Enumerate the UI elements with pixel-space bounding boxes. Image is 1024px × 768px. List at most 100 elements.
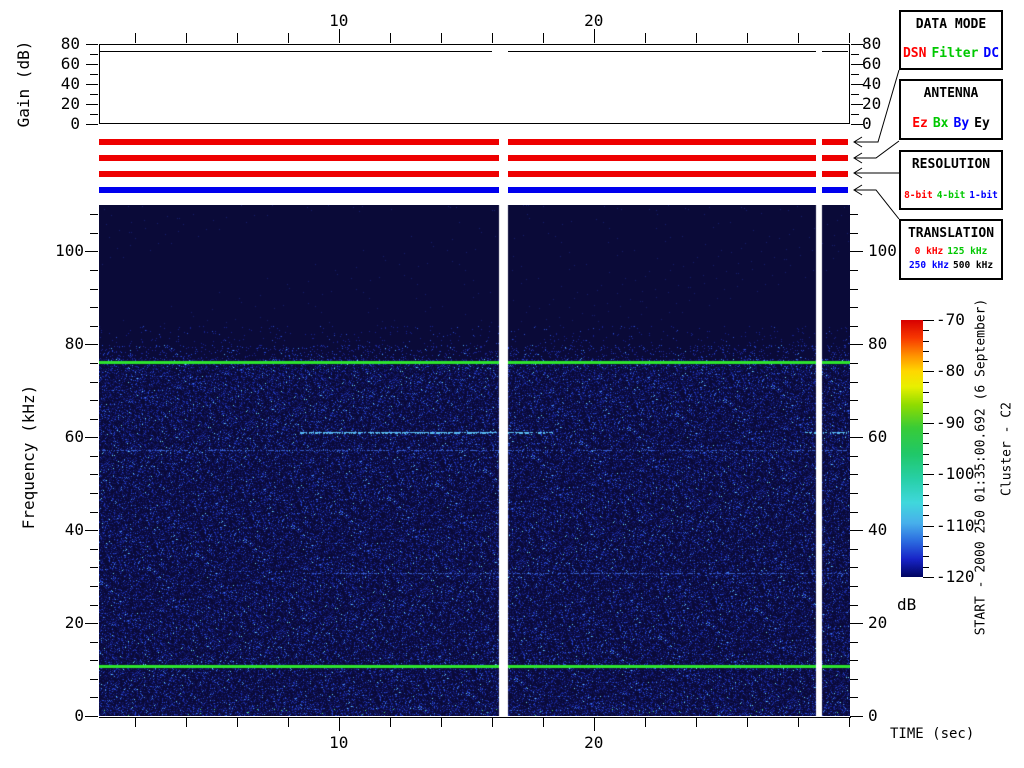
freq-tick-left xyxy=(90,362,98,364)
colorbar-tick xyxy=(923,371,934,373)
freq-tick-left xyxy=(85,344,98,346)
time-tick-bottom xyxy=(644,718,646,727)
freq-tick-right xyxy=(850,325,858,327)
freq-tick-left xyxy=(90,418,98,420)
freq-tick-right xyxy=(850,493,858,495)
gain-label-left: 80 xyxy=(60,34,80,53)
time-tick-bottom xyxy=(848,718,850,727)
gain-tick-left xyxy=(86,124,98,125)
legend-title-translation: TRANSLATION xyxy=(907,226,995,241)
freq-tick-right xyxy=(850,716,863,717)
freq-label-right: 100 xyxy=(868,241,897,261)
legend-box-resolution: RESOLUTION 8-bit 4-bit 1-bit xyxy=(899,150,1003,210)
colorbar-tick xyxy=(923,556,929,558)
colorbar-units-label: dB xyxy=(897,595,917,614)
arrow-antenna xyxy=(855,140,900,159)
colorbar-tick xyxy=(923,566,929,568)
freq-label-left: 40 xyxy=(64,520,84,540)
status-bar-antenna xyxy=(821,155,848,161)
colorbar-tick xyxy=(923,535,929,537)
freq-tick-right xyxy=(850,678,858,680)
colorbar-label: -100 xyxy=(936,464,975,484)
colorbar-tick xyxy=(923,443,929,445)
freq-tick-right xyxy=(850,511,858,513)
time-tick-bottom xyxy=(542,718,544,727)
freq-label-left: 80 xyxy=(64,334,84,354)
gain-tick-right xyxy=(851,104,863,105)
freq-tick-right xyxy=(850,344,863,346)
colorbar-tick xyxy=(923,505,929,507)
freq-tick-left xyxy=(90,678,98,680)
freq-tick-left xyxy=(90,474,98,476)
colorbar-tick xyxy=(923,546,929,548)
colorbar-tick xyxy=(923,577,934,578)
legend-title-resolution: RESOLUTION xyxy=(911,157,991,172)
time-tick-bottom xyxy=(389,718,391,727)
freq-tick-left xyxy=(90,548,98,550)
status-bar-translation xyxy=(508,187,817,193)
time-tick-top xyxy=(848,33,850,43)
freq-tick-left xyxy=(90,585,98,587)
freq-tick-right xyxy=(850,214,858,216)
colorbar-tick xyxy=(923,361,929,363)
time-axis-line xyxy=(99,717,851,718)
legend-item-4bit: 4-bit xyxy=(936,190,966,201)
colorbar-gradient xyxy=(901,320,923,577)
gain-label-right: 0 xyxy=(862,114,872,133)
freq-label-right: 20 xyxy=(868,613,888,633)
status-bar-resolution xyxy=(821,171,848,177)
colorbar-tick xyxy=(923,494,929,496)
freq-tick-left xyxy=(90,270,98,272)
legend-item-250khz: 250 kHz xyxy=(908,260,949,271)
gain-label-right: 40 xyxy=(862,74,882,93)
gain-tick-left xyxy=(86,64,98,65)
freq-tick-left xyxy=(90,493,98,495)
gain-label-right: 80 xyxy=(862,34,882,53)
freq-tick-right xyxy=(850,418,858,420)
gain-label-left: 60 xyxy=(60,54,80,73)
colorbar-tick xyxy=(923,484,929,486)
legend-item-1bit: 1-bit xyxy=(969,190,998,201)
colorbar-tick xyxy=(923,350,929,352)
freq-tick-left xyxy=(85,623,98,625)
time-axis-title: TIME (sec) xyxy=(890,726,975,742)
time-tick-bottom xyxy=(185,718,187,727)
colorbar-tick xyxy=(923,525,934,527)
arrow-translation xyxy=(855,189,900,220)
colorbar-tick xyxy=(923,422,934,424)
legend-item-ey: Ey xyxy=(974,116,990,131)
colorbar-tick xyxy=(923,402,929,404)
time-tick-bottom xyxy=(797,718,799,727)
gain-label-left: 40 xyxy=(60,74,80,93)
time-tick-top xyxy=(185,33,187,43)
arrowhead-antenna xyxy=(853,152,863,164)
time-tick-top xyxy=(542,33,544,43)
freq-tick-left xyxy=(90,307,98,309)
legend-item-filter: Filter xyxy=(931,46,979,61)
time-tick-top xyxy=(593,29,595,43)
freq-label-right: 40 xyxy=(868,520,888,540)
time-tick-bottom xyxy=(440,718,442,727)
freq-tick-right xyxy=(850,548,858,550)
time-tick-top xyxy=(746,33,748,43)
freq-tick-right xyxy=(850,307,858,309)
freq-tick-left xyxy=(90,567,98,569)
gain-tick-left xyxy=(86,84,98,85)
gain-label-right: 60 xyxy=(862,54,882,73)
freq-tick-left xyxy=(90,697,98,699)
spectrogram-canvas xyxy=(99,205,850,716)
gain-tick-right xyxy=(851,94,859,95)
gain-tick-right xyxy=(851,84,863,85)
gain-tick-right xyxy=(851,124,863,125)
time-tick-bottom xyxy=(134,718,136,727)
freq-tick-right xyxy=(850,455,858,457)
freq-tick-right xyxy=(850,641,858,643)
time-tick-top xyxy=(440,33,442,43)
time-tick-top xyxy=(236,33,238,43)
gain-tick-left xyxy=(90,94,98,95)
time-tick-top xyxy=(644,33,646,43)
legend-item-ez: Ez xyxy=(912,116,928,131)
freq-tick-right xyxy=(850,232,858,234)
legend-item-by: By xyxy=(953,116,970,131)
